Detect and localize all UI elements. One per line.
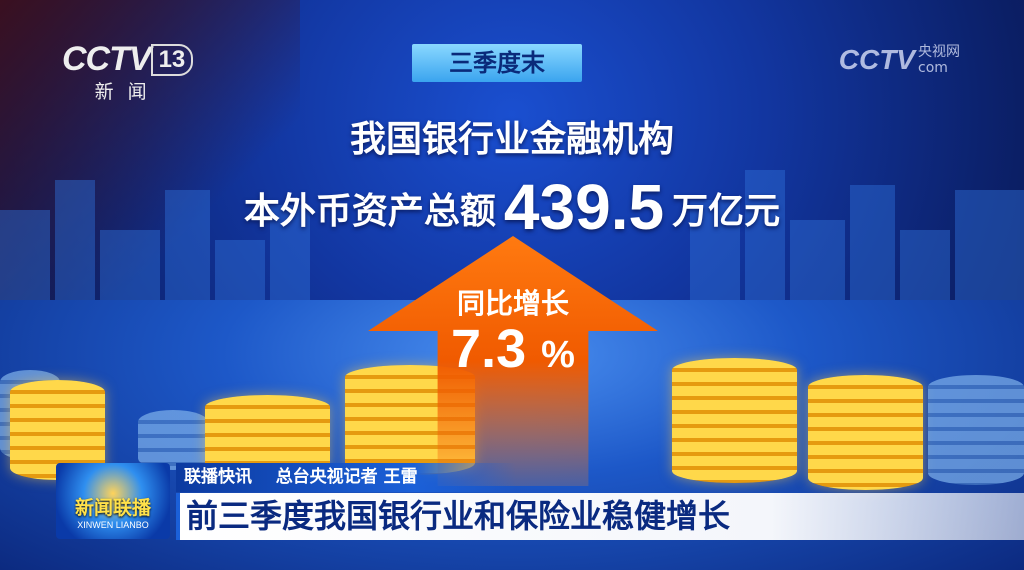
- headline-line2: 本外币资产总额 439.5 万亿元: [243, 171, 781, 243]
- coin-stack: [928, 375, 1024, 485]
- coin-stack: [138, 410, 208, 470]
- growth-value: 7.3 %: [451, 319, 575, 379]
- growth-label: 同比增长: [456, 287, 569, 320]
- headline-line1: 我国银行业金融机构: [349, 119, 674, 160]
- period-tag: 三季度末: [412, 44, 582, 82]
- cctv-com-watermark: CCTV 央视网 com: [838, 44, 960, 76]
- coin-stack: [808, 375, 923, 490]
- program-logo: 新闻联播 XINWEN LIANBO: [56, 463, 170, 539]
- asset-value: 439.5: [503, 171, 665, 243]
- coin-stack: [672, 358, 797, 483]
- segment-bar: 联播快讯 总台央视记者 王雷: [176, 463, 516, 492]
- news-headline: 前三季度我国银行业和保险业稳健增长: [176, 493, 1024, 540]
- background-glow: [0, 0, 300, 300]
- cctv13-logo: CCTV 13 新闻: [62, 40, 194, 104]
- coin-stack: [205, 395, 330, 475]
